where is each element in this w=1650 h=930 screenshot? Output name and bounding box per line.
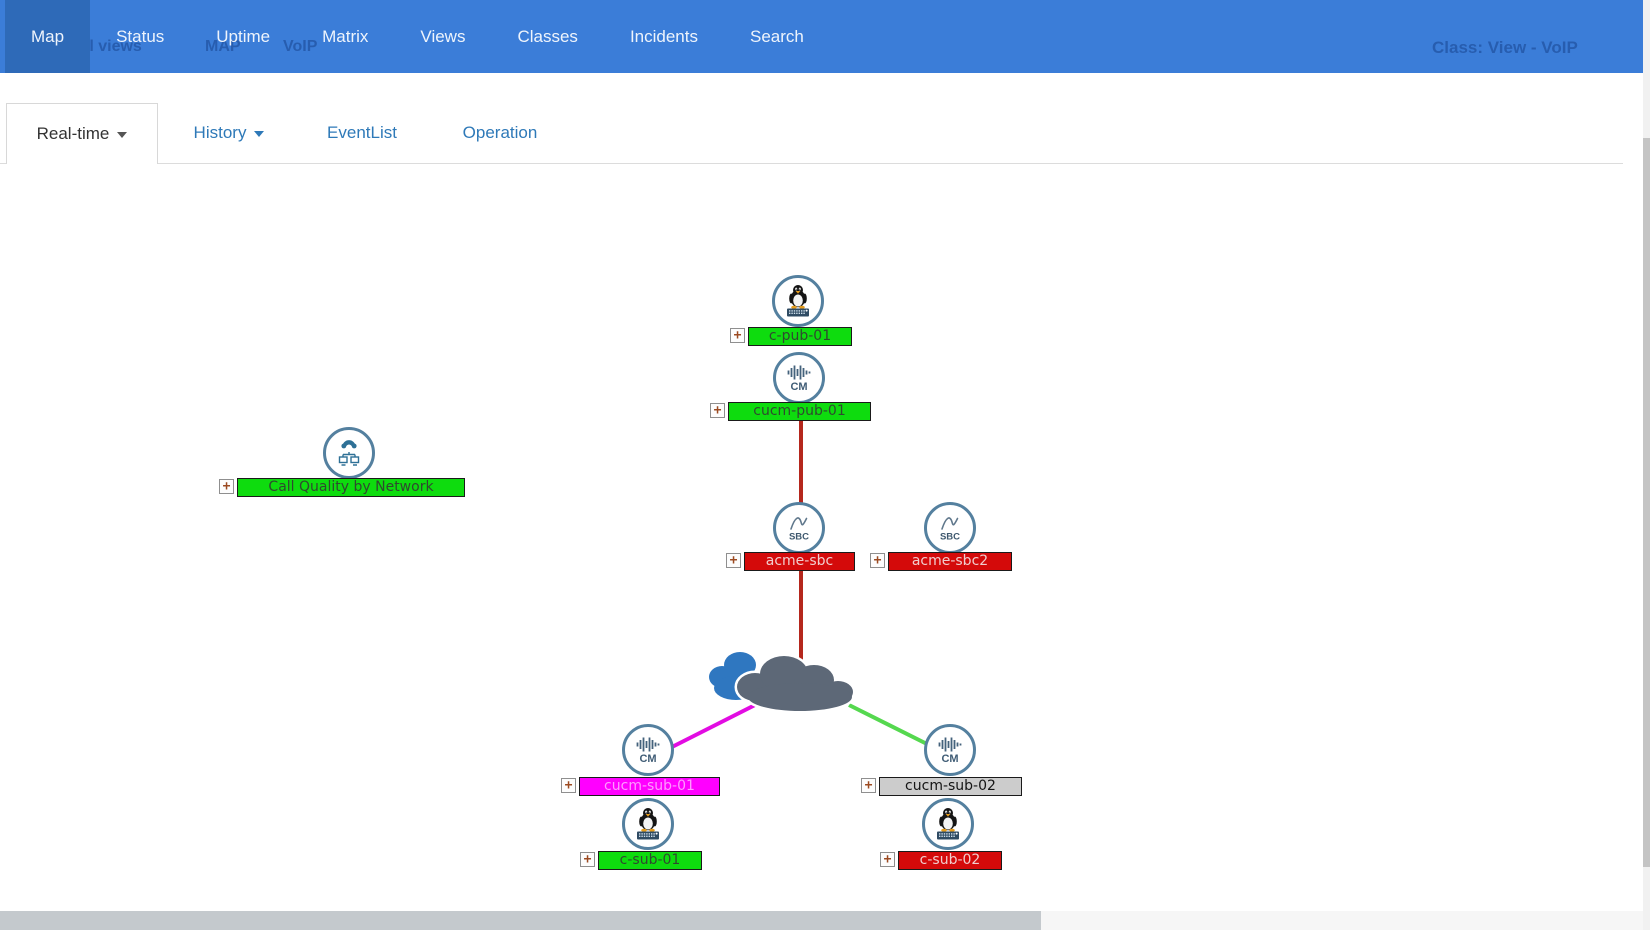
tab-eventlist-label: EventList [327, 123, 397, 142]
label-row-cucm-sub-01: + cucm-sub-01 [561, 777, 720, 796]
node-label-c-sub-01[interactable]: c-sub-01 [598, 851, 702, 870]
node-call-quality-by-network[interactable] [323, 427, 375, 479]
node-label-acme-sbc[interactable]: acme-sbc [744, 552, 855, 571]
expand-icon[interactable]: + [861, 778, 876, 793]
label-row-cucm-sub-02: + cucm-sub-02 [861, 777, 1022, 796]
tab-eventlist[interactable]: EventList [322, 103, 402, 163]
nav-item-uptime-label: Uptime [216, 27, 271, 46]
nav-item-incidents[interactable]: Incidents [604, 0, 724, 73]
nav-item-uptime[interactable]: Uptime [190, 0, 296, 73]
callmanager-icon [938, 737, 962, 765]
node-cucm-sub-02[interactable] [924, 724, 976, 776]
node-label-c-sub-02[interactable]: c-sub-02 [898, 851, 1002, 870]
expand-icon[interactable]: + [710, 403, 725, 418]
horizontal-scrollbar-thumb[interactable] [0, 911, 1041, 930]
nav-item-matrix-label: Matrix [322, 27, 369, 46]
expand-icon[interactable]: + [561, 778, 576, 793]
label-row-acme-sbc: + acme-sbc [726, 552, 855, 571]
nav-item-status[interactable]: Status [90, 0, 190, 73]
cloud-icon [707, 650, 856, 714]
nav-item-classes-label: Classes [517, 27, 578, 46]
nav-item-incidents-label: Incidents [629, 27, 698, 46]
tab-real-time-label: Real-time [36, 124, 110, 143]
label-row-c-pub-01: + c-pub-01 [730, 327, 852, 346]
linux-server-icon [937, 808, 959, 840]
node-c-pub-01[interactable] [772, 275, 824, 327]
tabbar-underline [0, 163, 1623, 164]
label-row-cucm-pub-01: + cucm-pub-01 [710, 402, 871, 421]
nav-item-status-label: Status [116, 27, 165, 46]
tab-history[interactable]: History [185, 103, 273, 163]
nav-item-matrix[interactable]: Matrix [296, 0, 394, 73]
linux-server-icon [787, 285, 809, 317]
tab-history-label: History [193, 123, 247, 142]
nav-item-classes[interactable]: Classes [491, 0, 603, 73]
nav-item-search-label: Search [749, 27, 804, 46]
node-label-cucm-sub-02[interactable]: cucm-sub-02 [879, 777, 1022, 796]
tab-operation[interactable]: Operation [455, 103, 545, 163]
expand-icon[interactable]: + [580, 852, 595, 867]
nav-item-map-label: Map [31, 27, 65, 46]
link-wan-cloud-cucm-sub-01[interactable] [669, 702, 758, 750]
expand-icon[interactable]: + [219, 479, 234, 494]
callmanager-icon [636, 737, 660, 765]
top-navbar: View: All views MAP VoIP Class: View - V… [0, 0, 1643, 73]
expand-icon[interactable]: + [880, 852, 895, 867]
node-label-cucm-sub-01[interactable]: cucm-sub-01 [579, 777, 720, 796]
call-quality-icon [338, 440, 360, 466]
label-row-c-sub-02: + c-sub-02 [880, 851, 1002, 870]
node-acme-sbc2[interactable] [924, 502, 976, 554]
node-label-c-pub-01[interactable]: c-pub-01 [748, 327, 852, 346]
node-acme-sbc[interactable] [773, 502, 825, 554]
label-row-c-sub-01: + c-sub-01 [580, 851, 702, 870]
tab-operation-label: Operation [462, 123, 538, 142]
nav-item-search[interactable]: Search [724, 0, 830, 73]
linux-server-icon [637, 808, 659, 840]
sbc-icon [939, 517, 961, 544]
nav-item-views[interactable]: Views [394, 0, 491, 73]
expand-icon[interactable]: + [870, 553, 885, 568]
node-label-cucm-pub-01[interactable]: cucm-pub-01 [728, 402, 871, 421]
label-row-call-quality: + Call Quality by Network [219, 478, 465, 497]
nav-item-map[interactable]: Map [5, 0, 91, 73]
nav-item-views-label: Views [420, 27, 466, 46]
link-wan-cloud-cucm-sub-02[interactable] [848, 703, 932, 748]
chevron-down-icon [117, 131, 128, 138]
nav-menu: Map Status Uptime Matrix Views Classes I… [0, 0, 1643, 73]
node-c-sub-01[interactable] [622, 798, 674, 850]
sbc-icon [788, 517, 810, 544]
chevron-down-icon [254, 130, 265, 137]
node-cucm-sub-01[interactable] [622, 724, 674, 776]
callmanager-icon [787, 365, 811, 393]
node-wan-cloud[interactable] [690, 635, 910, 725]
node-c-sub-02[interactable] [922, 798, 974, 850]
node-cucm-pub-01[interactable] [773, 352, 825, 404]
node-label-call-quality-by-network[interactable]: Call Quality by Network [237, 478, 465, 497]
tab-real-time[interactable]: Real-time [6, 103, 158, 164]
node-label-acme-sbc2[interactable]: acme-sbc2 [888, 552, 1012, 571]
label-row-acme-sbc2: + acme-sbc2 [870, 552, 1012, 571]
expand-icon[interactable]: + [730, 328, 745, 343]
expand-icon[interactable]: + [726, 553, 741, 568]
vertical-scrollbar-thumb[interactable] [1643, 138, 1650, 867]
